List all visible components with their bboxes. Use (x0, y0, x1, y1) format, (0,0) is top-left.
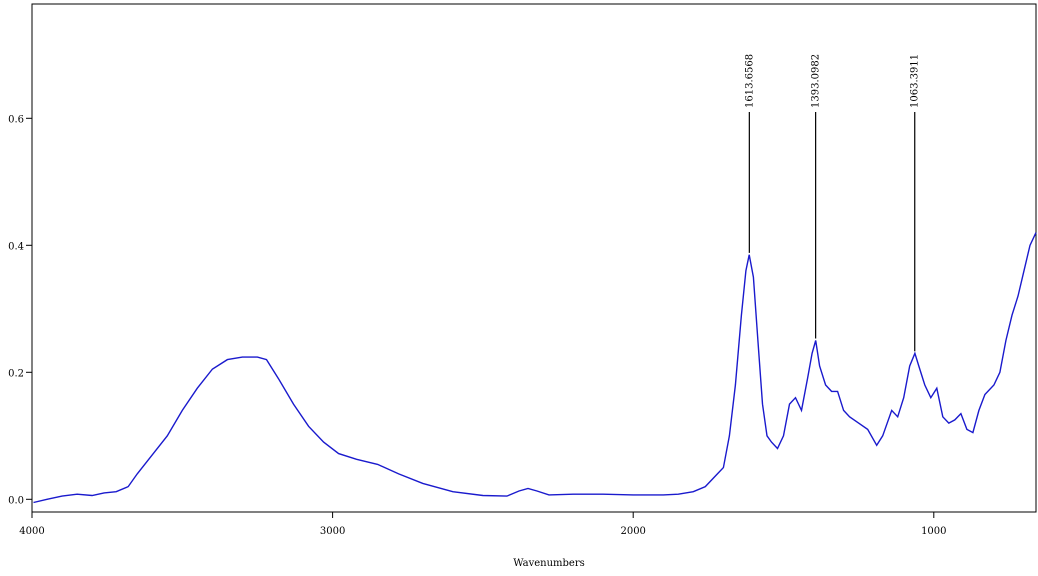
peak-label: 1063.3911 (910, 54, 921, 108)
y-tick-label: 0.6 (8, 114, 24, 125)
y-axis-ticks: 0.0 0.2 0.4 0.6 (8, 114, 32, 506)
y-tick-label: 0.0 (8, 495, 24, 506)
x-tick-label: 2000 (620, 526, 645, 537)
peak-label: 1393.0982 (811, 54, 822, 108)
x-tick-label: 4000 (19, 526, 44, 537)
plot-frame (31, 3, 1037, 513)
peak-annotations: 1613.6568 1393.0982 1063.3911 (744, 54, 921, 352)
x-axis-ticks: 4000 3000 2000 1000 (19, 512, 947, 537)
x-tick-label: 3000 (320, 526, 345, 537)
y-tick-label: 0.2 (8, 368, 24, 379)
x-axis-title: Wavenumbers (513, 558, 585, 569)
peak-label: 1613.6568 (744, 54, 755, 108)
x-tick-label: 1000 (921, 526, 946, 537)
spectrum-line (33, 232, 1037, 504)
y-tick-label: 0.4 (8, 241, 24, 252)
